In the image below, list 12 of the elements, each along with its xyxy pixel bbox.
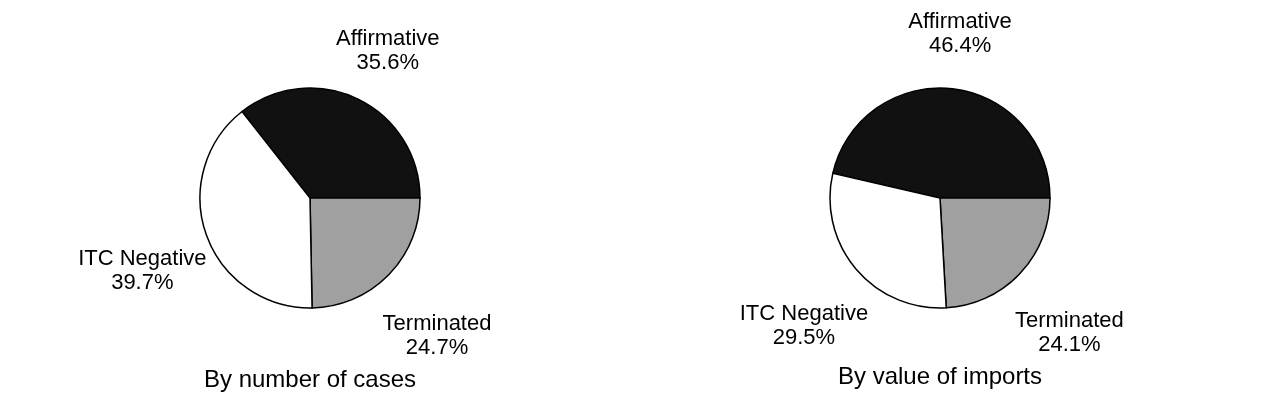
slice-label: ITC Negative — [78, 244, 207, 270]
data-label: 24.7% — [405, 333, 469, 359]
slice-label: Affirmative — [336, 24, 440, 50]
text: By value of imports — [837, 362, 1043, 390]
data-label: 35.6% — [356, 48, 419, 74]
slice-label: Affirmative — [908, 8, 1012, 34]
data-label: 46.4% — [928, 32, 992, 58]
slice-label: ITC Negative — [739, 299, 869, 325]
data-label: 24.1% — [1038, 331, 1101, 357]
text: By number of cases — [203, 364, 417, 392]
slice-label: Terminated — [382, 309, 492, 335]
slice-label: Terminated — [1014, 307, 1124, 333]
